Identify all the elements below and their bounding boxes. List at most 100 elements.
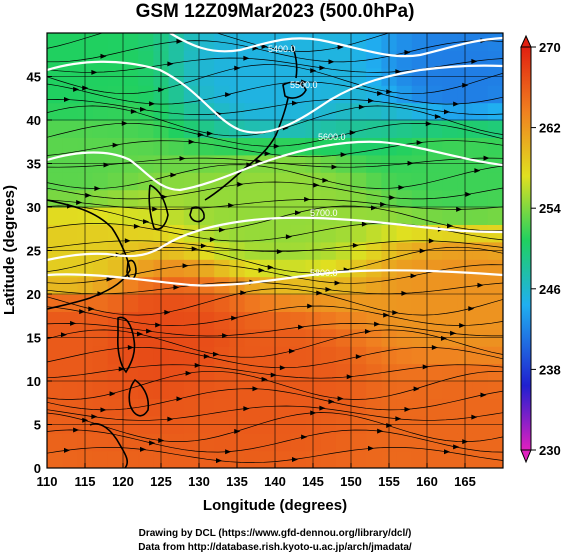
- field-cell: [244, 189, 261, 208]
- field-cell: [107, 433, 124, 452]
- streamline-arrow: [133, 223, 140, 229]
- field-cell: [107, 381, 124, 399]
- coast-mindanao-borneo: [89, 423, 128, 468]
- field-cell: [411, 450, 428, 468]
- field-cell: [92, 33, 109, 51]
- streamline-arrow: [261, 376, 268, 382]
- field-cell: [107, 294, 124, 312]
- streamline-arrow: [219, 227, 226, 233]
- field-cell: [472, 67, 489, 86]
- field-cell: [214, 120, 230, 138]
- field-cell: [442, 294, 458, 312]
- field-cell: [259, 346, 276, 365]
- field-cell: [396, 433, 413, 452]
- streamline-arrow: [136, 331, 143, 337]
- colorbar-top-arrow: [520, 34, 532, 48]
- field-cell: [335, 381, 352, 399]
- x-tick-label: 120: [112, 474, 134, 489]
- field-cell: [487, 50, 503, 69]
- streamline-arrow: [428, 238, 435, 244]
- streamline-arrow: [313, 182, 320, 188]
- field-cell: [214, 294, 230, 312]
- x-tick-label: 135: [226, 474, 248, 489]
- field-cell: [487, 346, 503, 365]
- field-cell: [366, 398, 382, 417]
- streamline-arrow: [100, 53, 107, 59]
- streamline-arrow: [94, 186, 101, 192]
- field-cell: [427, 259, 443, 278]
- field-cell: [472, 137, 489, 156]
- field-cell: [366, 450, 382, 468]
- field-cell: [214, 50, 230, 69]
- field-cell: [244, 294, 261, 312]
- streamline: [47, 329, 503, 358]
- field-cell: [275, 137, 291, 156]
- field-cell: [47, 85, 63, 104]
- streamline-arrow: [110, 28, 116, 33]
- streamline-arrow: [140, 106, 146, 112]
- field-cell: [366, 189, 382, 208]
- field-cell: [214, 433, 230, 452]
- field-cell: [92, 224, 109, 243]
- field-cell: [351, 259, 367, 278]
- field-cell: [138, 398, 154, 417]
- field-cell: [487, 224, 503, 243]
- streamline-arrow: [301, 434, 308, 440]
- field-cell: [214, 189, 230, 208]
- coast-japan-honshu: [204, 97, 289, 201]
- contour-5400: [169, 33, 503, 58]
- field-cell: [290, 224, 306, 243]
- field-cell: [427, 363, 443, 382]
- streamline-arrow: [225, 92, 232, 98]
- streamline: [47, 64, 503, 95]
- field-cell: [183, 346, 200, 365]
- field-cell: [199, 172, 215, 191]
- y-tick-label: 40: [27, 113, 41, 128]
- field-cell: [138, 259, 154, 278]
- field-cell: [320, 398, 337, 417]
- streamline-arrow: [450, 330, 457, 336]
- field-cell: [183, 311, 200, 330]
- field-cell: [472, 294, 489, 312]
- field-cell: [472, 224, 489, 243]
- field-cell: [290, 450, 306, 468]
- field-cell: [123, 381, 139, 399]
- field-cell: [320, 102, 337, 121]
- field-cell: [244, 50, 261, 69]
- field-cell: [427, 67, 443, 86]
- field-cell: [138, 346, 154, 365]
- field-cell: [168, 294, 185, 312]
- field-cell: [62, 224, 78, 243]
- field-cell: [183, 294, 200, 312]
- field-cell: [183, 120, 200, 138]
- streamline-arrow: [258, 267, 265, 273]
- field-cell: [275, 276, 291, 295]
- streamline-arrow: [60, 332, 67, 338]
- streamline-arrow: [310, 410, 317, 416]
- streamline: [47, 405, 503, 421]
- field-cell: [275, 67, 291, 86]
- field-cell: [275, 450, 291, 468]
- field-cell: [427, 346, 443, 365]
- streamline: [47, 240, 503, 252]
- field-cell: [442, 189, 458, 208]
- field-cell: [62, 311, 78, 330]
- field-cell: [442, 172, 458, 191]
- field-cell: [244, 311, 261, 330]
- field-cell: [366, 172, 382, 191]
- field-cell: [396, 276, 413, 295]
- x-tick-label: 165: [454, 474, 476, 489]
- field-cell: [320, 224, 337, 243]
- streamline-arrow: [88, 306, 95, 312]
- field-cell: [275, 259, 291, 278]
- field-cell: [107, 67, 124, 86]
- field-cell: [320, 207, 337, 225]
- field-cell: [47, 363, 63, 382]
- field-cell: [472, 120, 489, 138]
- streamlines: [47, 28, 503, 464]
- streamline-arrow: [364, 328, 371, 334]
- coast-sakhalin: [291, 44, 298, 79]
- field-cell: [487, 276, 503, 295]
- field-cell: [351, 50, 367, 69]
- field-cell: [290, 311, 306, 330]
